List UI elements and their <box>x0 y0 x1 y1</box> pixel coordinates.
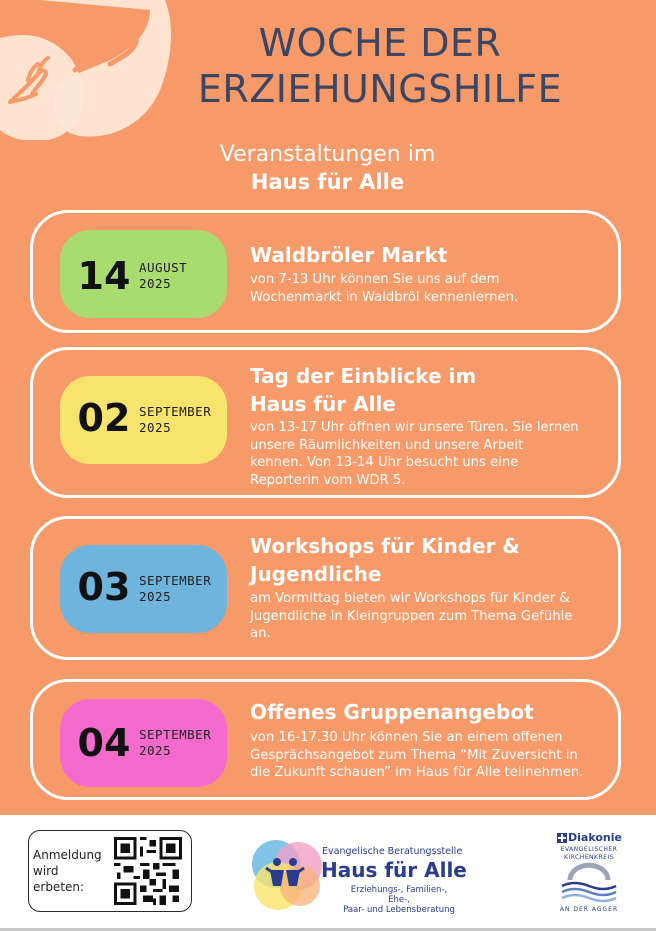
event-description-4: von 16-17.30 Uhr können Sie an einem off… <box>250 729 615 782</box>
event-title-2-line-2: Haus für Alle <box>250 392 396 416</box>
event-description-4-line-1: von 16-17.30 Uhr können Sie an einem off… <box>250 730 563 745</box>
event-title-2-line-1: Tag der Einblicke im <box>250 364 477 388</box>
event-year-1: 2025 <box>139 276 172 291</box>
event-description-3: am Vormittag bieten wir Workshops für Ki… <box>250 590 615 643</box>
event-description-1-line-2: Wochenmarkt in Waldbröl kennenlernen. <box>250 289 519 305</box>
hands-illustration-icon <box>0 0 172 140</box>
poster-title-line1: WOCHE DER <box>258 21 502 65</box>
subtitle-line2: Haus für Alle <box>250 170 405 194</box>
event-year-2: 2025 <box>139 420 172 435</box>
event-month-2: SEPTEMBER <box>139 404 212 419</box>
kirchenkreis-emblem-icon <box>561 862 617 903</box>
event-day-1: 14 <box>77 254 131 298</box>
event-day-3: 03 <box>77 565 131 609</box>
subtitle-line1: Veranstaltungen im <box>219 142 436 167</box>
event-title-1: Waldbröler Markt <box>250 243 448 267</box>
kirchenkreis-label: EVANGELISCHER KIRCHENKREIS <box>555 846 623 862</box>
event-description-1-line-1: von 7-13 Uhr können Sie uns auf dem <box>250 272 500 287</box>
date-pill-4 <box>60 699 227 787</box>
event-day-2: 02 <box>77 396 131 440</box>
diakonie-cross-icon <box>557 833 567 843</box>
date-pill-3 <box>60 545 227 633</box>
event-month-3: SEPTEMBER <box>139 573 212 588</box>
haus-fuer-alle-logo-icon <box>252 840 322 910</box>
event-title-2: Tag der Einblicke im Haus für Alle <box>250 362 620 418</box>
event-description-4-line-2: Gesprächsangebot zum Thema “Mit Zuversic… <box>250 747 578 763</box>
event-description-3-line-3: an. <box>250 626 271 641</box>
date-pill-2 <box>60 376 227 464</box>
brand-tagline-line-1: Erziehungs-, Familien-, Ehe-, <box>350 885 448 905</box>
poster-top-area: WOCHE DER ERZIEHUNGSHILFE Veranstaltunge… <box>0 0 656 815</box>
event-description-3-line-1: am Vormittag bieten wir Workshops für Ki… <box>250 591 570 606</box>
event-description-2: von 13-17 Uhr öffnen wir unsere Türen. S… <box>250 419 615 489</box>
event-card-4 <box>30 679 621 800</box>
kirchenkreis-line-2: KIRCHENKREIS <box>563 854 615 861</box>
event-description-3-line-2: Jugendliche in Kleingruppen zum Thema Ge… <box>250 608 573 624</box>
event-year-4: 2025 <box>139 743 172 758</box>
event-card-3 <box>30 516 621 660</box>
event-description-1: von 7-13 Uhr können Sie uns auf dem Woch… <box>250 271 615 306</box>
brand-tagline-line-2: Paar- und Lebensberatung <box>343 905 455 915</box>
event-month-4: SEPTEMBER <box>139 727 212 742</box>
event-description-2-line-2: unsere Räumlichkeiten und unsere Arbeit <box>250 437 524 453</box>
poster-footer <box>0 815 656 928</box>
event-description-4-line-3: die Zukunft schauen” im Haus für Alle te… <box>250 765 584 780</box>
event-title-3-line-2: Jugendliche <box>250 562 382 586</box>
poster-subtitle: Veranstaltungen im Haus für Alle <box>150 141 505 195</box>
date-pill-1 <box>60 230 227 318</box>
event-description-2-line-3: kennen. Von 13-14 Uhr besucht uns eine <box>250 455 519 470</box>
brand-subtitle: Evangelische Beratungsstelle <box>322 846 463 857</box>
event-day-4: 04 <box>77 721 131 765</box>
event-card-2 <box>30 347 621 498</box>
event-card-1 <box>30 210 621 333</box>
event-description-2-line-4: Reporterin vom WDR 5. <box>250 472 406 488</box>
registration-box <box>28 830 192 912</box>
kirchenkreis-footer: AN DER AGGER <box>559 906 619 913</box>
registration-text: Anmeldung wird erbeten: <box>33 847 105 895</box>
diakonie-label: Diakonie <box>568 831 622 844</box>
brand-tagline: Erziehungs-, Familien-, Ehe-, Paar- und … <box>341 885 457 915</box>
poster-title-line2: ERZIEHUNGSHILFE <box>197 67 563 111</box>
event-title-3: Workshops für Kinder & Jugendliche <box>250 532 620 588</box>
event-title-4: Offenes Gruppenangebot <box>250 700 534 724</box>
kirchenkreis-line-1: EVANGELISCHER <box>560 846 618 853</box>
qr-code-icon[interactable] <box>114 837 182 905</box>
registration-line-2: wird <box>33 864 59 878</box>
registration-line-1: Anmeldung <box>33 848 102 862</box>
registration-line-3: erbeten: <box>33 880 85 894</box>
event-year-3: 2025 <box>139 589 172 604</box>
brand-name: Haus für Alle <box>321 858 467 882</box>
event-month-1: AUGUST <box>139 260 188 275</box>
event-title-3-line-1: Workshops für Kinder & <box>250 534 520 558</box>
event-description-2-line-1: von 13-17 Uhr öffnen wir unsere Türen. S… <box>250 420 579 435</box>
footer-bottom-edge <box>0 928 656 931</box>
